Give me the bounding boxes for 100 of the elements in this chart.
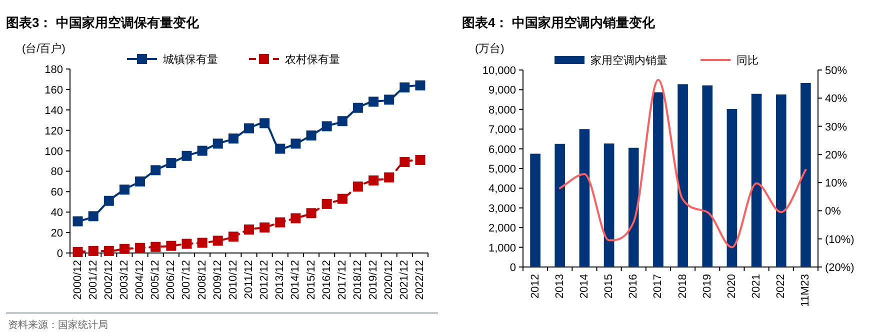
point — [290, 213, 301, 224]
point — [135, 242, 146, 253]
point — [322, 121, 332, 132]
x-tick-label: 2018 — [676, 274, 689, 298]
y-tick-label: 3,000 — [488, 202, 516, 215]
point — [384, 94, 394, 105]
y-tick-label: 160 — [44, 84, 63, 96]
x-tick-label: 2004/12 — [134, 260, 146, 300]
x-tick-label: 2014/12 — [290, 260, 302, 300]
bar — [702, 85, 713, 267]
x-tick-label: 2015 — [603, 274, 616, 298]
point — [368, 175, 379, 186]
point — [352, 102, 363, 113]
point — [72, 216, 83, 226]
x-tick-label: 2019 — [701, 274, 714, 298]
point — [275, 144, 286, 154]
bar — [751, 94, 762, 267]
point — [415, 80, 426, 90]
y2-tick-label: (20%) — [825, 262, 854, 274]
legend-label: 同比 — [736, 54, 758, 67]
bar — [726, 109, 738, 267]
x-tick-label: 2013 — [554, 274, 566, 298]
point — [212, 138, 223, 149]
x-tick-label: 2012 — [529, 274, 542, 298]
point — [197, 146, 208, 156]
x-tick-label: 2015/12 — [305, 260, 318, 300]
bar — [530, 154, 540, 267]
point — [166, 240, 176, 251]
point — [150, 242, 161, 252]
y2-tick-label: 50% — [825, 65, 848, 77]
point — [88, 246, 98, 256]
legend-label: 城镇保有量 — [162, 53, 218, 66]
point — [275, 217, 286, 228]
x-tick-label: 2012/12 — [258, 260, 271, 300]
point — [337, 116, 348, 126]
point — [352, 182, 363, 192]
point — [197, 238, 208, 248]
y-tick-label: 0 — [56, 248, 63, 260]
bar — [554, 144, 566, 267]
y-axis-title: (万台) — [475, 42, 504, 55]
y-tick-label: 140 — [44, 104, 63, 117]
y-tick-label: 20 — [50, 228, 63, 240]
point — [306, 130, 316, 140]
x-tick-label: 2018/12 — [352, 260, 364, 300]
y-tick-label: 1,000 — [488, 242, 516, 254]
x-tick-label: 2007/12 — [180, 260, 193, 300]
point — [337, 194, 348, 204]
y-tick-label: 180 — [44, 64, 63, 76]
point — [104, 196, 114, 206]
x-tick-label: 2016/12 — [320, 260, 333, 300]
y-tick-label: 120 — [44, 125, 63, 138]
point — [228, 134, 238, 144]
y2-tick-label: (10%) — [825, 234, 854, 246]
point — [72, 246, 83, 257]
point — [290, 138, 301, 149]
text: 资料来源：国家统计局 — [8, 319, 108, 331]
bar — [653, 92, 664, 267]
point — [104, 246, 114, 256]
x-tick-label: 2006/12 — [165, 260, 178, 300]
y-tick-label: 100 — [44, 146, 63, 158]
x-tick-label: 2009/12 — [212, 260, 224, 300]
bar — [800, 83, 811, 267]
y-tick-label: 80 — [50, 166, 63, 178]
y-tick-label: 9,000 — [488, 84, 516, 97]
point — [119, 244, 130, 254]
line-series — [558, 78, 807, 248]
x-tick-label: 2016 — [628, 274, 640, 298]
x-tick-label: 2002/12 — [102, 260, 115, 300]
point — [260, 118, 270, 128]
y-tick-label: 6,000 — [488, 144, 516, 156]
legend-label: 家用空调内销量 — [590, 54, 668, 67]
x-tick-label: 2021 — [750, 274, 763, 298]
y-tick-label: 0 — [510, 262, 516, 274]
point — [135, 176, 146, 186]
x-tick-label: 2013/12 — [274, 260, 286, 300]
point — [150, 165, 161, 176]
x-tick-label: 2003/12 — [118, 260, 130, 300]
bar — [579, 129, 590, 267]
point — [306, 208, 316, 218]
x-tick-label: 2021/12 — [398, 260, 411, 300]
point — [182, 238, 192, 249]
y2-tick-label: 40% — [825, 93, 848, 106]
y-tick-label: 7,000 — [488, 124, 516, 136]
chart-title: 图表3： 中国家用空调保有量变化 — [6, 15, 200, 30]
point — [228, 232, 238, 242]
x-tick-label: 2000/12 — [72, 260, 84, 300]
x-tick-label: 2020 — [726, 274, 738, 298]
point — [260, 222, 270, 232]
x-tick-label: 2014 — [578, 274, 590, 298]
point — [368, 96, 379, 107]
x-tick-label: 2020/12 — [383, 260, 396, 300]
point — [88, 211, 98, 222]
point — [182, 150, 192, 161]
bar — [678, 84, 688, 267]
point — [400, 82, 410, 92]
y-axis-title: (台/百户) — [22, 42, 66, 55]
point — [166, 158, 176, 168]
legend-label: 农村保有量 — [285, 53, 340, 66]
point — [244, 224, 254, 234]
y-tick-label: 10,000 — [482, 65, 516, 77]
